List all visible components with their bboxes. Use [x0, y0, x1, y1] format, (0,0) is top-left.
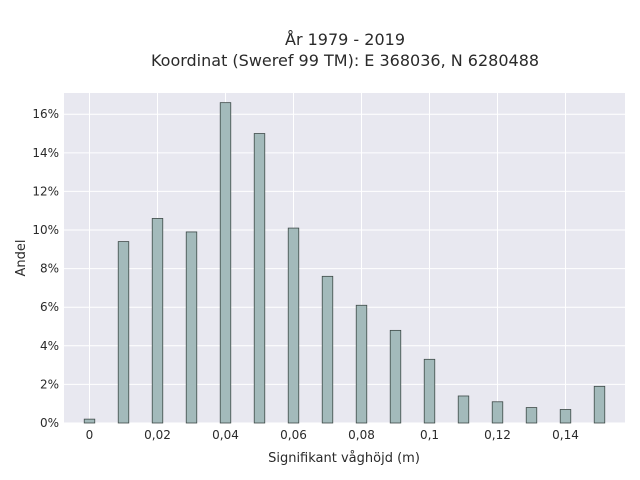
x-tick-label-1: 0,02	[144, 428, 171, 442]
bar-7	[321, 275, 334, 424]
bar-9	[389, 329, 402, 424]
bars	[83, 102, 606, 424]
y-tick-label-4: 8%	[40, 262, 59, 276]
bar-10	[423, 358, 436, 424]
bar-3	[185, 231, 198, 424]
bar-6	[287, 227, 300, 424]
bar-15	[593, 385, 606, 424]
x-tick-label-2: 0,04	[212, 428, 239, 442]
bar-8	[355, 304, 368, 424]
plot-area	[64, 93, 625, 423]
x-tick-label-6: 0,12	[484, 428, 511, 442]
x-axis-label: Signifikant våghöjd (m)	[268, 451, 420, 466]
x-axis-ticks: 0 0,02 0,04 0,06 0,08 0,1 0,12 0,14	[86, 428, 579, 442]
chart-title-line-2: Koordinat (Sweref 99 TM): E 368036, N 62…	[151, 51, 539, 70]
bar-14	[559, 409, 572, 424]
x-tick-label-7: 0,14	[552, 428, 579, 442]
bar-2	[151, 218, 164, 424]
bar-4	[219, 102, 232, 424]
x-tick-label-5: 0,1	[420, 428, 439, 442]
bar-5	[253, 133, 266, 424]
y-axis-label: Andel	[14, 240, 29, 277]
y-axis-ticks: 0% 2% 4% 6% 8% 10% 12% 14% 16%	[32, 107, 59, 430]
y-tick-label-7: 14%	[32, 146, 59, 160]
chart-title-line-1: År 1979 - 2019	[285, 30, 405, 49]
bar-0	[83, 418, 96, 424]
y-tick-label-8: 16%	[32, 107, 59, 121]
bar-13	[525, 407, 538, 424]
bar-12	[491, 401, 504, 424]
y-tick-label-0: 0%	[40, 416, 59, 430]
y-tick-label-2: 4%	[40, 339, 59, 353]
y-tick-label-3: 6%	[40, 300, 59, 314]
x-tick-label-4: 0,08	[348, 428, 375, 442]
y-tick-label-5: 10%	[32, 223, 59, 237]
x-tick-label-0: 0	[86, 428, 94, 442]
y-tick-label-6: 12%	[32, 184, 59, 198]
x-tick-label-3: 0,06	[280, 428, 307, 442]
y-tick-label-1: 2%	[40, 377, 59, 391]
bar-1	[117, 241, 130, 424]
bar-11	[457, 395, 470, 424]
